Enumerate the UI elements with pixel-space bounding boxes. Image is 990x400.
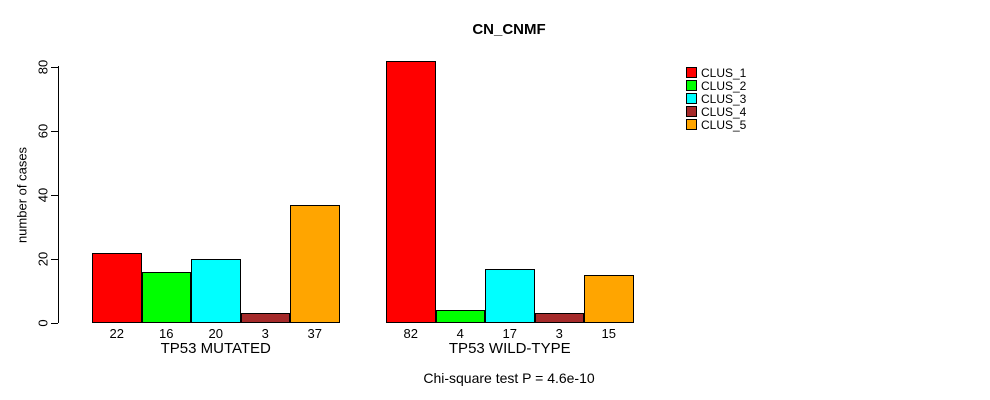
legend-label: CLUS_5 [701, 118, 747, 132]
legend-label: CLUS_3 [701, 92, 747, 106]
bar-clus_1-1 [92, 252, 142, 323]
bar-value-label: 15 [601, 326, 616, 341]
legend-swatch-clus_3 [686, 93, 697, 104]
legend-swatch-clus_1 [686, 67, 697, 78]
bar-value-label: 4 [456, 326, 464, 341]
y-tick-label: 60 [35, 123, 51, 139]
y-tick-label: 20 [35, 251, 51, 267]
legend-swatch-clus_5 [686, 119, 697, 130]
y-tick-label: 0 [35, 319, 51, 327]
bar-clus_3-2 [485, 268, 535, 323]
bar-value-label: 17 [502, 326, 517, 341]
bar-clus_2-2 [435, 310, 485, 323]
legend-swatch-clus_2 [686, 80, 697, 91]
bar-value-label: 20 [208, 326, 223, 341]
y-axis-line [58, 66, 59, 323]
bar-value-label: 37 [307, 326, 322, 341]
bar-clus_4-1 [240, 313, 290, 323]
bar-clus_5-1 [290, 204, 340, 323]
bar-value-label: 22 [109, 326, 124, 341]
bar-value-label: 16 [159, 326, 174, 341]
bar-clus_1-2 [386, 60, 436, 323]
bar-clus_5-2 [584, 275, 634, 323]
y-tick-label: 80 [35, 59, 51, 75]
legend-label: CLUS_1 [701, 66, 747, 80]
y-tick [51, 195, 58, 196]
bar-value-label: 3 [261, 326, 269, 341]
y-tick [51, 259, 58, 260]
chi-square-annotation: Chi-square test P = 4.6e-10 [423, 370, 595, 386]
bar-value-label: 82 [403, 326, 418, 341]
group-label: TP53 MUTATED [160, 340, 271, 357]
group-label: TP53 WILD-TYPE [448, 340, 571, 357]
y-tick [51, 323, 58, 324]
legend-swatch-clus_4 [686, 106, 697, 117]
bar-clus_4-2 [534, 313, 584, 323]
chart-title: CN_CNMF [472, 21, 546, 38]
legend-label: CLUS_4 [701, 105, 747, 119]
bar-clus_3-1 [191, 259, 241, 323]
y-axis-label: number of cases [14, 146, 30, 244]
legend-label: CLUS_2 [701, 79, 747, 93]
bar-value-label: 3 [555, 326, 563, 341]
y-tick [51, 131, 58, 132]
y-tick [51, 67, 58, 68]
bar-clus_2-1 [141, 271, 191, 323]
y-tick-label: 40 [35, 187, 51, 203]
